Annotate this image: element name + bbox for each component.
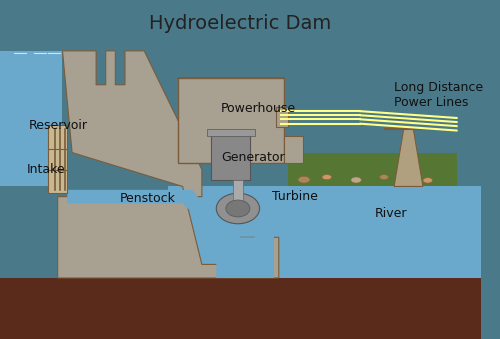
Text: Powerhouse: Powerhouse xyxy=(221,102,296,115)
Ellipse shape xyxy=(322,175,332,180)
Polygon shape xyxy=(68,190,240,227)
Text: Turbine: Turbine xyxy=(272,190,318,203)
Ellipse shape xyxy=(423,178,432,183)
Bar xyxy=(233,180,242,208)
Bar xyxy=(206,129,254,136)
Text: Intake: Intake xyxy=(26,163,65,176)
Text: Hydroelectric Dam: Hydroelectric Dam xyxy=(149,14,332,33)
Bar xyxy=(276,107,288,127)
Text: Penstock: Penstock xyxy=(120,192,176,205)
Polygon shape xyxy=(0,278,480,339)
Circle shape xyxy=(226,200,250,217)
Polygon shape xyxy=(288,153,456,186)
Bar xyxy=(178,78,284,163)
Ellipse shape xyxy=(351,177,362,183)
Polygon shape xyxy=(58,51,279,278)
Text: Generator: Generator xyxy=(221,151,284,164)
Polygon shape xyxy=(168,186,480,278)
Polygon shape xyxy=(216,224,274,278)
Bar xyxy=(212,132,250,180)
Polygon shape xyxy=(0,51,62,186)
Ellipse shape xyxy=(298,176,310,183)
Polygon shape xyxy=(394,129,423,186)
Bar xyxy=(48,125,68,193)
Polygon shape xyxy=(284,136,303,163)
Circle shape xyxy=(216,193,260,224)
Ellipse shape xyxy=(380,175,388,180)
Text: Long Distance
Power Lines: Long Distance Power Lines xyxy=(394,81,483,109)
Text: Reservoir: Reservoir xyxy=(29,119,88,132)
Text: River: River xyxy=(375,207,408,220)
